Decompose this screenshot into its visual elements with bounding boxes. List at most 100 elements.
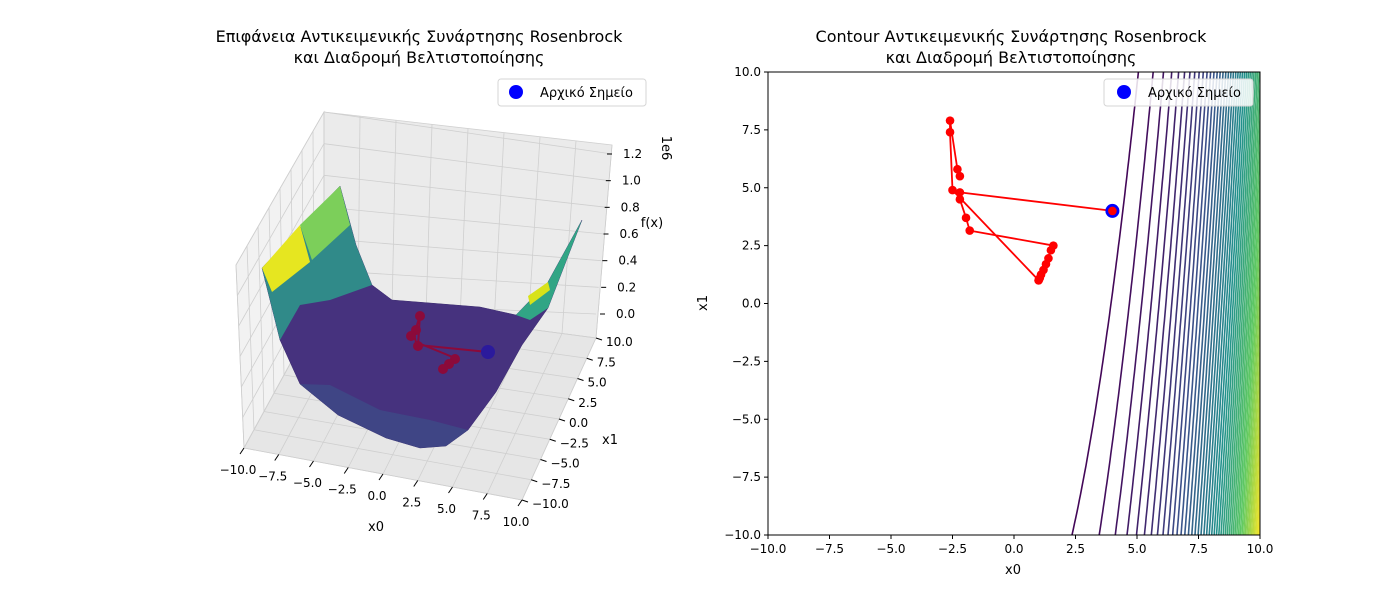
x-tick-label: 7.5 [1189,542,1208,556]
x-tick-mark [274,454,280,461]
optimization-path-3d [406,311,495,374]
contour-line [1253,415,1260,535]
contour-line [1208,72,1239,535]
x-tick-label: −7.5 [815,542,844,556]
contour-line [1244,251,1260,535]
path-2d-point [955,171,965,181]
contour-line [1224,72,1253,535]
path-2d-point [955,188,965,197]
y-tick-mark [521,499,529,503]
contour-line [1232,72,1260,535]
y-tick-label: 0.0 [742,297,761,311]
x-tick-mark [378,473,384,481]
back-gridline [323,238,602,262]
y-tick-mark [568,398,575,402]
y-tick-mark [531,479,538,483]
path-2d-point [948,185,957,195]
path-2d-point [945,127,955,137]
contour-legend-box [1103,78,1254,107]
back-gridline [323,111,613,155]
contour-line [1135,72,1180,535]
y-tick-mark [595,337,603,341]
contour-legend: Αρχικό Σημείο [1103,78,1254,107]
x-tick-mark [239,447,245,455]
contour-line [1114,72,1165,535]
x-tick-label: 7.5 [472,509,491,523]
x-tick-mark [448,486,453,494]
contour-line [1218,72,1248,535]
x-tick-label: −10.0 [750,542,787,556]
optimization-path-2d [945,116,1120,285]
contour-line [1180,72,1215,535]
contour-line [1200,72,1232,535]
surface-plot-3d: Επιφάνεια Αντικειμενικής Συνάρτησης Rose… [216,27,673,535]
x-tick-label: 5.0 [1127,542,1146,556]
contour-line [1241,193,1260,535]
path-2d-point [945,116,955,125]
x-tick-mark [309,460,314,468]
start-point-3d-marker [481,345,495,359]
path-2d-point [1034,276,1043,285]
contour-line [1226,72,1255,535]
x-tick-label: 5.0 [437,502,456,516]
surface-left-wall-yellow [262,225,310,292]
surface-z-offset-label: 1e6 [658,136,673,161]
contour-line [1176,72,1212,535]
y-tick-label: 7.5 [597,355,616,369]
contour-line [1259,519,1260,535]
y-tick-label: 5.0 [588,376,607,390]
back-gridline [323,174,607,208]
x-tick-label: −10.0 [220,463,257,477]
y-tick-label: −5.0 [551,457,580,471]
path-2d-point [955,195,965,204]
surface-y-axis-label: x1 [602,433,618,448]
contour-line [1249,334,1260,535]
x-tick-label: −7.5 [258,470,287,484]
contour-line [1194,72,1227,535]
y-tick-label: 5.0 [742,181,761,195]
x-tick-mark [482,493,488,500]
z-tick-label: 0.2 [617,280,636,294]
back-gridline [459,128,469,321]
legend-marker-icon [509,85,523,99]
z-tick-label: 0.4 [618,254,637,268]
y-tick-label: 2.5 [578,396,597,410]
contour-line [1205,72,1237,535]
surface-right-wall-yellow [528,282,550,305]
contour-line [1187,72,1221,535]
contour-lines [1071,72,1260,535]
surface-title-line1: Επιφάνεια Αντικειμενικής Συνάρτησης Rose… [216,27,624,46]
back-gridline [425,124,433,316]
z-tick-label: 1.2 [623,147,642,161]
back-gridline [595,144,613,339]
x-tick-label: 0.0 [1004,542,1023,556]
contour-line [1126,72,1173,535]
path-3d-point [413,341,423,351]
y-tick-mark [577,378,584,381]
legend-marker-icon [1117,85,1131,99]
contour-line [1220,72,1250,535]
x-tick-mark [413,480,419,487]
x-tick-label: 2.5 [1066,542,1085,556]
path-3d-point [415,311,425,321]
back-gridline [493,132,505,325]
y-tick-label: 7.5 [742,123,761,137]
contour-line [1071,72,1140,535]
contour-line [1210,72,1242,535]
surface-title-line2: και Διαδρομή Βελτιστοποίησης [294,48,545,67]
y-tick-label: −10.0 [724,528,761,542]
path-3d-point [406,331,416,341]
z-tick-label: 0.8 [621,200,640,214]
y-tick-mark [586,357,593,361]
y-tick-mark [540,459,547,462]
path-2d-point [1046,245,1056,255]
contour-line [1203,72,1235,535]
z-tick-label: 0.6 [620,227,639,241]
y-tick-label: −2.5 [560,436,589,450]
contour-line [1250,361,1260,535]
contour-line [1156,72,1196,535]
x-tick-label: −2.5 [328,483,357,497]
contour-x-axis-label: x0 [1005,563,1021,578]
y-tick-label: 2.5 [742,239,761,253]
contour-line [1197,72,1230,535]
